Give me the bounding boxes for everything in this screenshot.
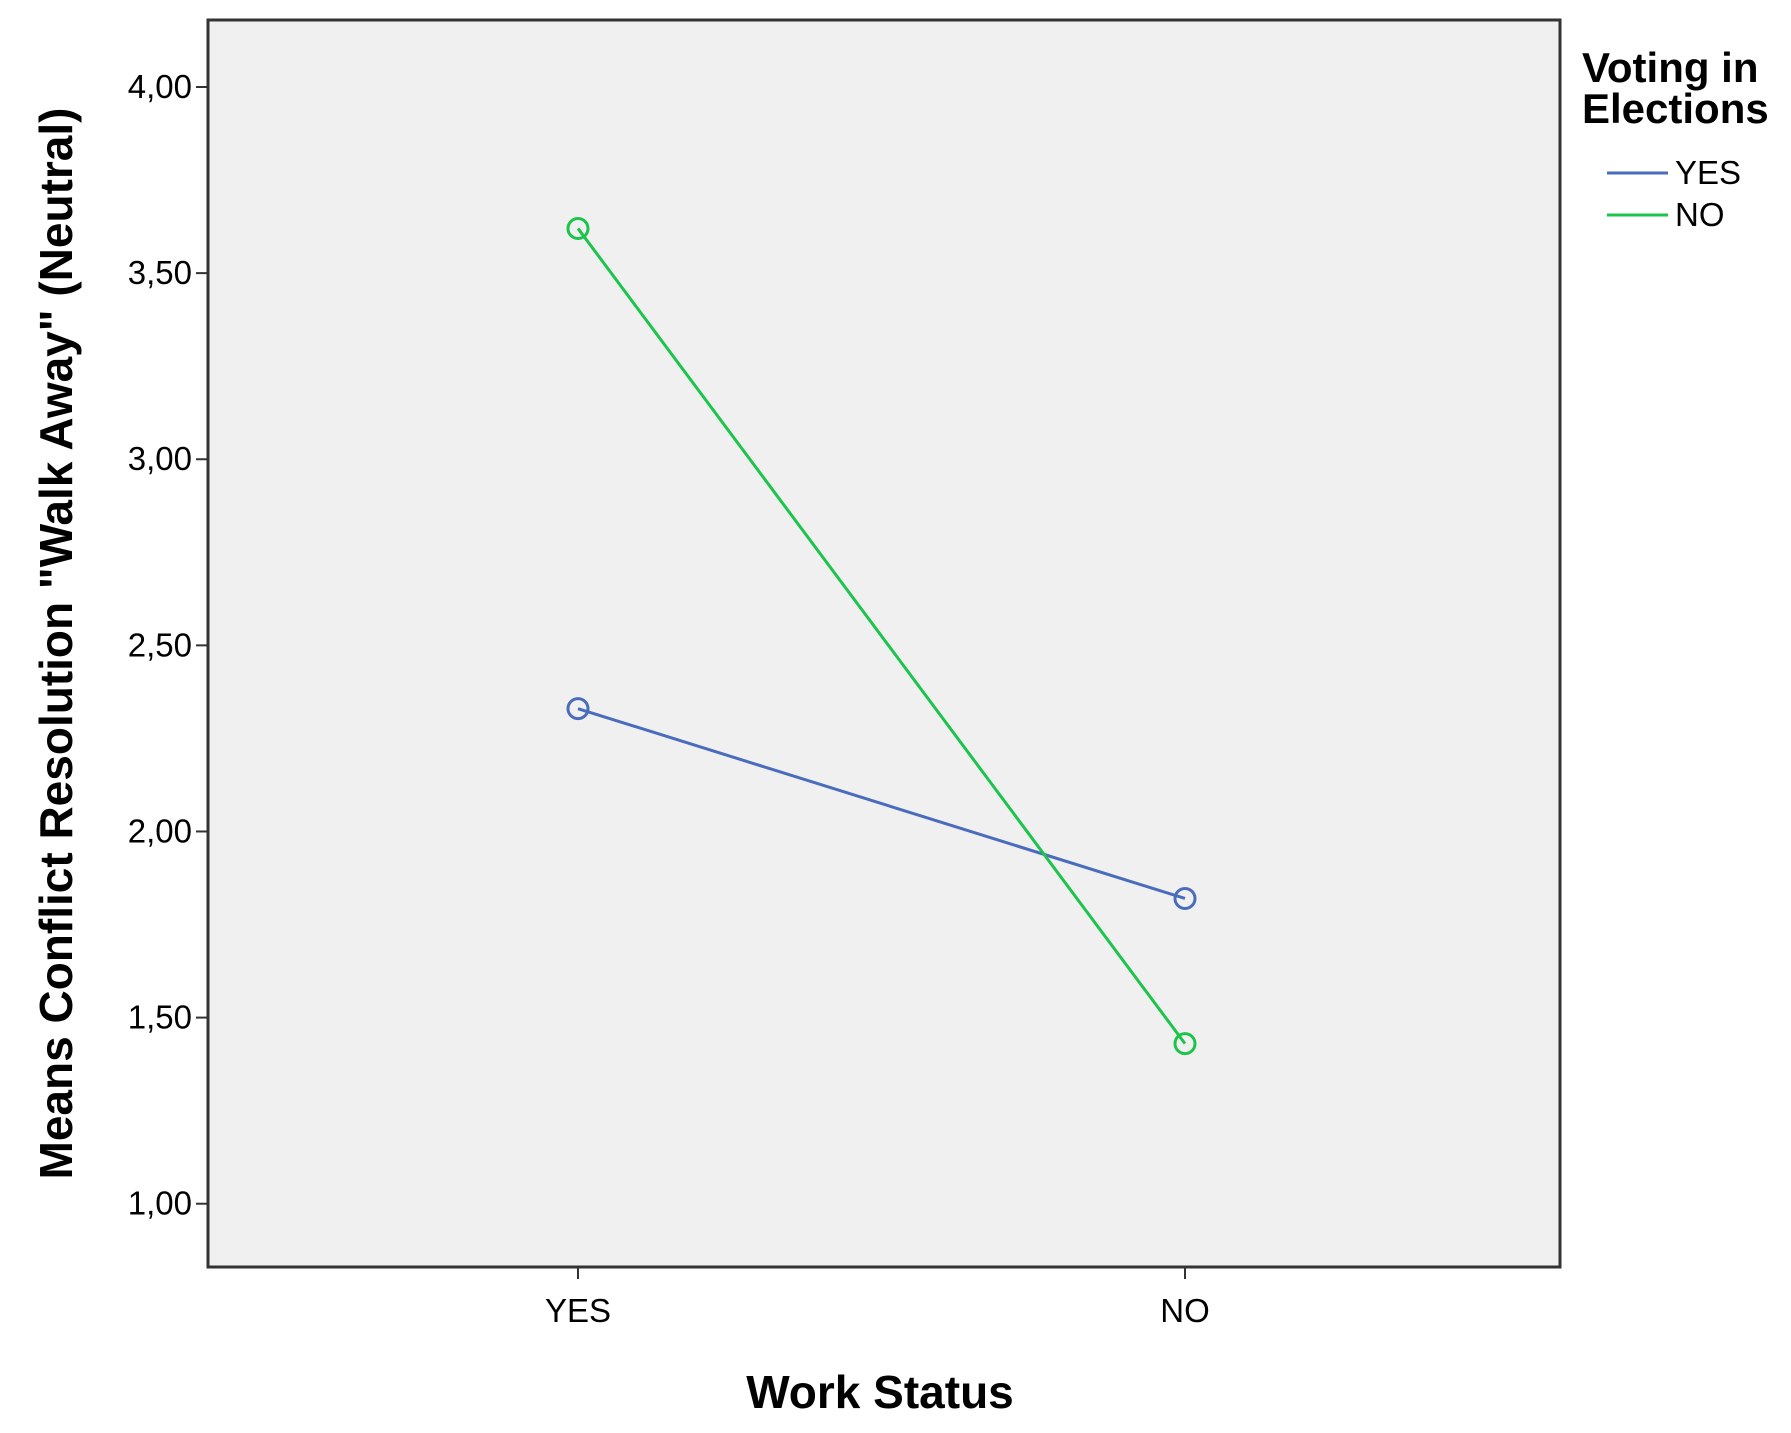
legend: Voting in Elections YES NO [1582,44,1769,233]
x-axis: YES NO [545,1267,1210,1329]
series-line-yes [577,707,1186,900]
y-tick-label: 3,00 [128,440,192,477]
y-tick-label: 1,00 [128,1185,192,1222]
legend-label-no: NO [1675,196,1725,233]
y-tick-label: 1,50 [128,999,192,1036]
x-tick-label: NO [1160,1292,1210,1329]
data-point-yes-no [1173,886,1197,910]
y-tick-label: 3,50 [128,254,192,291]
y-tick-label: 4,00 [128,68,192,105]
data-point-no-yes [566,216,590,240]
plot-area [206,18,1562,1269]
x-axis-title: Work Status [746,1366,1014,1418]
data-point-yes-yes [566,697,590,721]
legend-title-line-1: Voting in [1582,44,1759,91]
legend-label-yes: YES [1675,154,1741,191]
series-layer [566,216,1197,1056]
y-axis-title: Means Conflict Resolution "Walk Away" (N… [30,108,82,1180]
data-point-no-no [1173,1032,1197,1056]
y-tick-label: 2,50 [128,626,192,663]
legend-title-line-2: Elections [1582,85,1769,132]
x-tick-label: YES [545,1292,611,1329]
legend-items: YES NO [1607,154,1741,233]
y-tick-label: 2,00 [128,812,192,849]
series-line-no [576,227,1187,1045]
y-axis: 1,00 1,50 2,00 2,50 3,00 3,50 4,00 [128,68,208,1222]
